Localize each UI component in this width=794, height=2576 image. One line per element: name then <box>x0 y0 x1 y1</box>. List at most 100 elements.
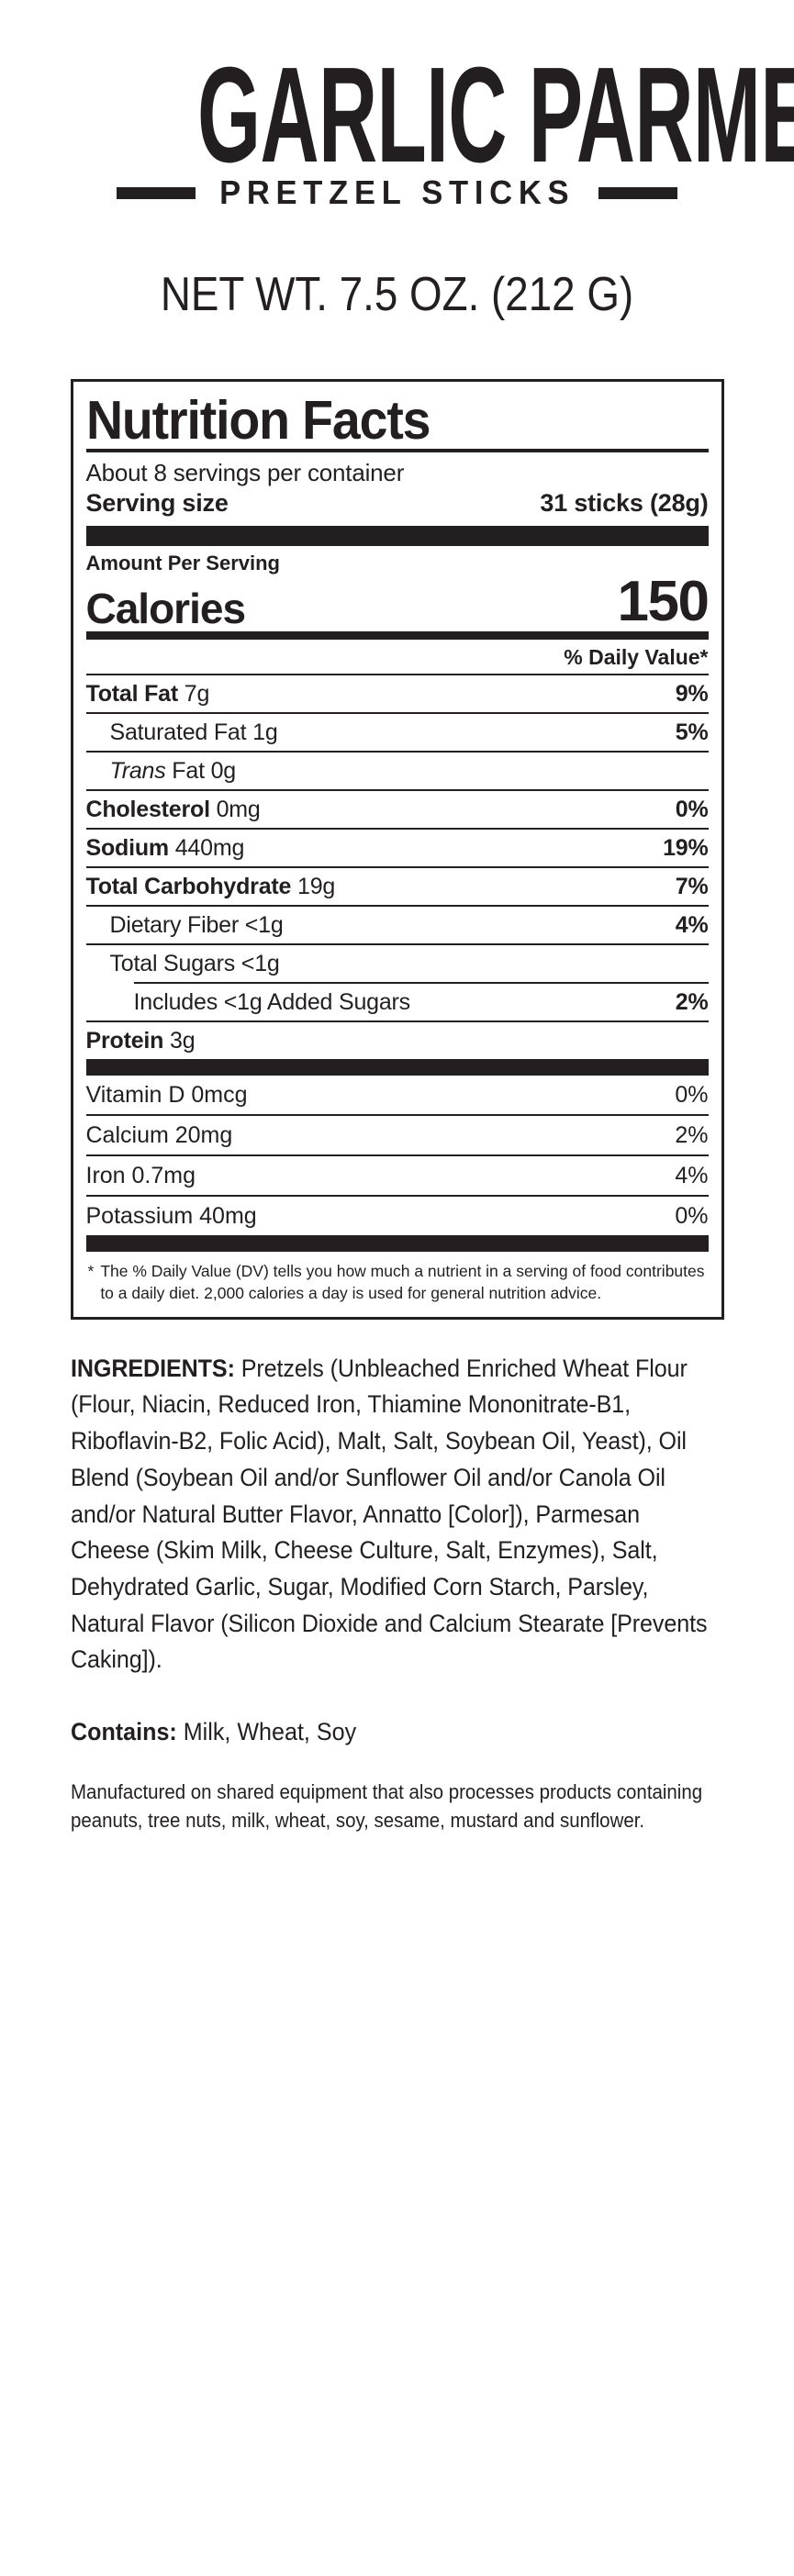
row-sodium-name: Sodium 440mg <box>86 835 245 862</box>
rule-12 <box>85 1194 709 1197</box>
row-potassium-dv: 0% <box>675 1202 709 1229</box>
row-protein-bold: Protein <box>85 1027 164 1054</box>
row-calcium-name: Calcium 20mg <box>85 1121 233 1148</box>
left-rule-bar <box>116 186 196 199</box>
right-rule-bar <box>598 186 678 199</box>
contains-paragraph: Contains: Milk, Wheat, Soy <box>71 1715 724 1750</box>
row-iron: Iron 0.7mg 4% <box>86 1156 709 1195</box>
rule-under-calories <box>85 630 709 640</box>
row-protein-name: Protein 3g <box>86 1028 196 1054</box>
contains-label: Contains: <box>70 1717 177 1745</box>
rule-4 <box>85 827 709 830</box>
row-cholesterol-dv: 0% <box>675 796 709 822</box>
row-sodium-bold: Sodium <box>85 834 170 861</box>
rule-7 <box>85 942 709 945</box>
calories-value: 150 <box>617 569 710 633</box>
product-title: GARLIC PARMESAN <box>196 39 794 191</box>
row-sodium: Sodium 440mg 19% <box>86 830 709 866</box>
row-total-carbohydrate-name: Total Carbohydrate 19g <box>86 874 336 900</box>
row-saturated-fat-dv: 5% <box>675 719 709 745</box>
row-cholesterol-amount: 0mg <box>216 796 261 822</box>
daily-value-footnote: * The % Daily Value (DV) tells you how m… <box>86 1252 709 1308</box>
row-saturated-fat: Saturated Fat 1g 5% <box>86 714 709 751</box>
servings-per-container: About 8 servings per container <box>85 458 405 486</box>
row-total-carbohydrate: Total Carbohydrate 19g 7% <box>86 868 709 905</box>
row-total-sugars-name: Total Sugars <1g <box>109 950 280 976</box>
rule-2 <box>85 750 709 753</box>
ingredients-text: Pretzels (Unbleached Enriched Wheat Flou… <box>70 1354 708 1674</box>
row-calcium: Calcium 20mg 2% <box>86 1116 709 1154</box>
rule-9 <box>85 1020 709 1022</box>
daily-value-header: % Daily Value* <box>564 644 709 669</box>
ingredients-block: INGREDIENTS: Pretzels (Unbleached Enrich… <box>71 1351 724 1834</box>
row-iron-name: Iron 0.7mg <box>85 1162 196 1188</box>
nutrition-facts-title: Nutrition Facts <box>85 390 431 452</box>
row-cholesterol-name: Cholesterol 0mg <box>86 797 261 823</box>
nutrition-facts-panel: Nutrition Facts About 8 servings per con… <box>70 379 724 1320</box>
row-dietary-fiber-name: Dietary Fiber <1g <box>109 911 284 938</box>
calories-label: Calories <box>85 584 247 632</box>
net-weight: NET WT. 7.5 OZ. (212 G) <box>160 268 634 322</box>
serving-size-value: 31 sticks (28g) <box>540 488 709 517</box>
row-total-fat-bold: Total Fat <box>85 680 179 707</box>
row-dietary-fiber: Dietary Fiber <1g 4% <box>86 907 709 943</box>
row-protein-amount: 3g <box>169 1027 196 1054</box>
row-calcium-dv: 2% <box>675 1121 709 1148</box>
brand-header: GARLIC PARMESAN PRETZEL STICKS NET WT. 7… <box>0 0 794 322</box>
row-potassium: Potassium 40mg 0% <box>86 1197 709 1235</box>
thick-bar-2 <box>85 1058 709 1076</box>
serving-size-label: Serving size <box>85 488 229 517</box>
rule-5 <box>85 865 709 868</box>
row-added-sugars-dv: 2% <box>675 988 709 1015</box>
contains-text: Milk, Wheat, Soy <box>176 1717 356 1745</box>
row-added-sugars-name: Includes <1g Added Sugars <box>133 988 411 1015</box>
row-potassium-name: Potassium 40mg <box>85 1202 257 1229</box>
rule-3 <box>85 788 709 791</box>
row-total-carbohydrate-dv: 7% <box>675 873 709 899</box>
row-vitamin-d: Vitamin D 0mcg 0% <box>86 1076 709 1114</box>
row-saturated-fat-name: Saturated Fat 1g <box>109 719 278 745</box>
row-total-sugars: Total Sugars <1g <box>86 945 709 982</box>
thick-bar-3 <box>85 1234 709 1252</box>
row-total-fat-dv: 9% <box>675 680 709 707</box>
row-dietary-fiber-dv: 4% <box>675 911 709 938</box>
thick-bar-1 <box>85 525 709 546</box>
row-total-fat-amount: 7g <box>184 680 210 707</box>
amount-per-serving: Amount Per Serving <box>85 551 280 574</box>
rule-under-title <box>85 448 709 452</box>
rule-6 <box>85 904 709 907</box>
row-cholesterol-bold: Cholesterol <box>85 796 211 822</box>
row-total-carbohydrate-bold: Total Carbohydrate <box>85 873 292 899</box>
footnote-asterisk: * <box>87 1261 95 1280</box>
rule-under-dv-header <box>85 673 709 675</box>
row-total-fat-name: Total Fat 7g <box>86 681 210 708</box>
rule-8-wrap <box>86 981 709 984</box>
row-added-sugars: Includes <1g Added Sugars 2% <box>86 984 709 1020</box>
row-trans-fat: Trans Fat 0g <box>86 753 709 789</box>
row-total-carbohydrate-amount: 19g <box>297 873 336 899</box>
rule-11 <box>85 1154 709 1156</box>
rule-10 <box>85 1113 709 1116</box>
row-trans-fat-rest: Fat 0g <box>165 757 236 784</box>
serving-size-row: Serving size 31 sticks (28g) <box>86 489 709 522</box>
row-protein: Protein 3g <box>86 1022 709 1059</box>
row-total-fat: Total Fat 7g 9% <box>86 675 709 712</box>
rule-1 <box>85 711 709 714</box>
ingredients-paragraph: INGREDIENTS: Pretzels (Unbleached Enrich… <box>71 1351 724 1678</box>
manufactured-statement: Manufactured on shared equipment that al… <box>70 1779 702 1832</box>
row-vitamin-d-name: Vitamin D 0mcg <box>85 1081 248 1108</box>
subtitle-row: PRETZEL STICKS <box>64 173 730 212</box>
footnote-text: The % Daily Value (DV) tells you how muc… <box>100 1261 705 1302</box>
row-vitamin-d-dv: 0% <box>675 1081 709 1108</box>
calories-row: Calories 150 <box>85 569 710 633</box>
row-iron-dv: 4% <box>675 1162 709 1188</box>
ingredients-label: INGREDIENTS: <box>70 1354 235 1382</box>
rule-8 <box>133 981 709 984</box>
row-trans-fat-italic: Trans <box>109 757 166 784</box>
row-trans-fat-name: Trans Fat 0g <box>86 757 237 785</box>
product-subtitle: PRETZEL STICKS <box>218 173 576 212</box>
row-sodium-amount: 440mg <box>174 834 245 861</box>
row-cholesterol: Cholesterol 0mg 0% <box>86 791 709 828</box>
row-sodium-dv: 19% <box>663 834 709 861</box>
